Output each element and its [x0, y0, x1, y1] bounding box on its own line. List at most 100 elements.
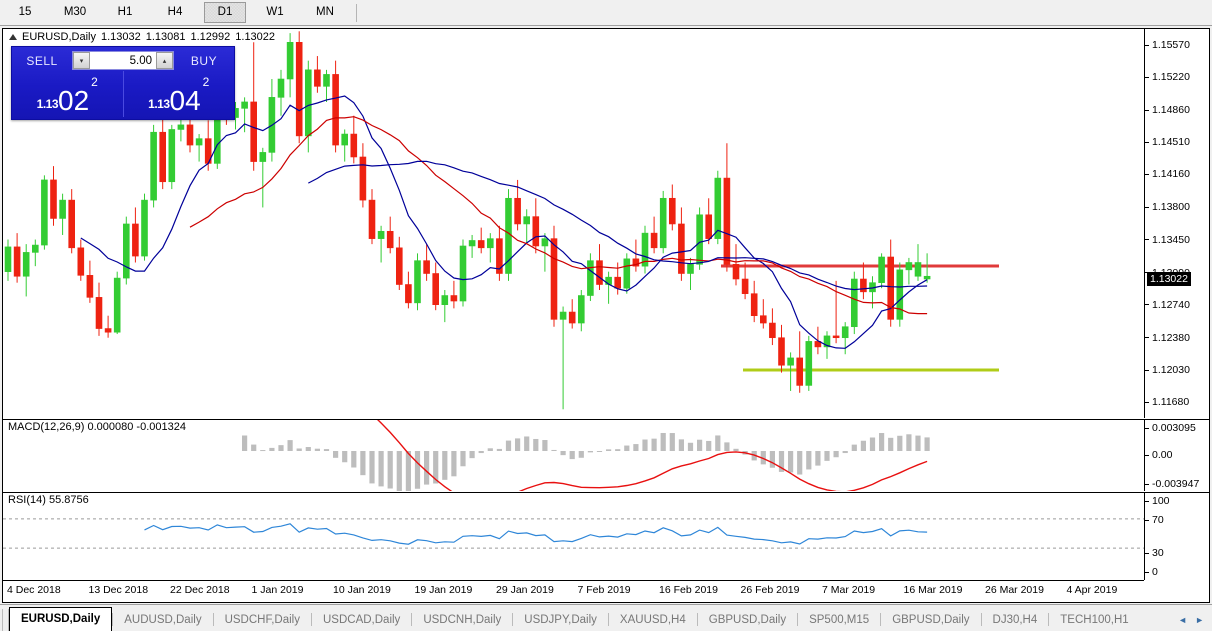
candle-body [323, 74, 330, 87]
timeframe-m30[interactable]: M30 [63, 6, 87, 18]
candle-body [732, 264, 740, 280]
chart-tab-xauusd-h4[interactable]: XAUUSD,H4 [619, 614, 686, 626]
candle-body [468, 240, 476, 247]
price-scale[interactable]: 1.15570 1.15220 1.14860 1.14510 1.14160 1.138… [1144, 29, 1210, 418]
macd-histogram-bar [487, 448, 493, 451]
date-axis: 4 Dec 2018 13 Dec 2018 22 Dec 2018 1 Jan 20… [3, 580, 1144, 602]
candle-body [22, 252, 30, 277]
candle-body [668, 197, 676, 225]
candle-body [923, 275, 931, 280]
date-tick: 29 Jan 2019 [496, 584, 554, 596]
chart-tabbar: EURUSD,Daily AUDUSD,Daily USDCHF,Daily USDC… [0, 604, 1212, 631]
volume-stepper[interactable]: ▾ 5.00 ▴ [72, 51, 174, 70]
candle-body [31, 244, 39, 253]
macd-histogram-bar [478, 451, 484, 454]
chart-tab-gbpusd-daily[interactable]: GBPUSD,Daily [892, 614, 970, 626]
macd-histogram-bar [414, 451, 421, 489]
macd-histogram-bar [851, 444, 857, 451]
price-tick: 1.13450 [1145, 234, 1190, 246]
macd-histogram-bar [697, 439, 703, 451]
timeframe-m15[interactable]: 15 [18, 6, 32, 18]
candle-body [887, 256, 895, 320]
date-tick: 7 Feb 2019 [577, 584, 631, 596]
candle-body [878, 256, 885, 283]
volume-decrease-icon[interactable]: ▾ [73, 52, 90, 69]
candle-body [678, 223, 685, 274]
candle-body [95, 297, 103, 329]
chart-tab-gbpusd-daily[interactable]: GBPUSD,Daily [708, 614, 787, 626]
macd-tick-zero: 0.00 [1145, 449, 1172, 461]
price-pane[interactable] [3, 29, 1144, 418]
macd-histogram-bar [360, 451, 366, 476]
tab-separator [112, 612, 114, 626]
buy-button-label[interactable]: BUY [190, 53, 218, 68]
tab-separator [512, 612, 514, 626]
candle-body [168, 129, 176, 183]
chart-tab-usdcnh-daily[interactable]: USDCNH,Daily [423, 614, 502, 626]
macd-histogram-bar [251, 444, 257, 451]
chart-tab-dj30-h4[interactable]: DJ30,H4 [992, 614, 1038, 626]
chart-tab-usdjpy-daily[interactable]: USDJPY,Daily [524, 614, 597, 626]
price-tick: 1.12380 [1145, 332, 1190, 344]
macd-pane[interactable]: MACD(12,26,9) 0.000080 -0.001324 [3, 419, 1144, 491]
candle-body [159, 131, 166, 183]
macd-histogram-bar [460, 451, 466, 467]
price-tick: 1.11680 [1145, 396, 1189, 408]
candle-body [132, 223, 139, 257]
buy-price-pipette: 2 [202, 75, 210, 89]
volume-value[interactable]: 5.00 [129, 54, 152, 67]
candle-body [778, 337, 785, 366]
macd-histogram-bar [560, 451, 566, 456]
candle-body [577, 295, 585, 324]
macd-histogram-bar [296, 448, 302, 451]
toolbar-separator [356, 3, 357, 22]
macd-histogram-bar [624, 445, 630, 451]
rsi-pane[interactable]: RSI(14) 55.8756 [3, 492, 1144, 580]
macd-histogram-bar [715, 435, 721, 451]
macd-histogram-bar [496, 448, 502, 451]
macd-scale: 0.003095 0.00 -0.003947 [1144, 419, 1210, 491]
chart-tab-tech100-h1[interactable]: TECH100,H1 [1060, 614, 1129, 626]
chart-high-value: 1.13081 [145, 30, 186, 43]
date-tick: 26 Feb 2019 [740, 584, 800, 596]
chart-tab-eurusd-daily[interactable]: EURUSD,Daily [9, 607, 113, 631]
volume-increase-icon[interactable]: ▴ [156, 52, 173, 69]
chart-window[interactable]: EURUSD,Daily 1.13032 1.13081 1.12992 1.1… [2, 28, 1210, 603]
candle-body [86, 275, 94, 298]
candle-body [587, 260, 594, 296]
price-tick: 1.14160 [1145, 168, 1190, 181]
chart-tab-usdchf-daily[interactable]: USDCHF,Daily [224, 614, 300, 626]
buy-price-button[interactable]: 1.13 04 2 [124, 71, 235, 117]
triangle-up-icon[interactable] [9, 33, 17, 40]
candle-body [769, 322, 776, 339]
trade-panel-quotes: 1.13 02 2 1.13 04 2 [12, 71, 234, 117]
timeframe-w1[interactable]: W1 [266, 6, 284, 18]
timeframe-d1[interactable]: D1 [204, 2, 246, 23]
candle-body [450, 295, 458, 302]
timeframe-mn[interactable]: MN [316, 6, 334, 18]
candle-body [4, 246, 12, 272]
date-tick: 4 Apr 2019 [1066, 584, 1118, 596]
chart-tab-usdcad-daily[interactable]: USDCAD,Daily [322, 614, 401, 626]
macd-histogram-bar [897, 435, 903, 451]
macd-histogram-bar [633, 444, 639, 451]
date-tick: 26 Mar 2019 [985, 584, 1044, 596]
scroll-left-icon[interactable]: ◄ [1178, 615, 1188, 625]
one-click-trading-panel[interactable]: SELL ▾ 5.00 ▴ BUY 1.13 02 2 1.13 04 2 [11, 46, 235, 120]
chart-tab-audusd-daily[interactable]: AUDUSD,Daily [124, 614, 202, 626]
date-tick: 16 Mar 2019 [903, 584, 963, 596]
candle-body [414, 260, 421, 304]
sell-button-label[interactable]: SELL [26, 53, 58, 68]
chart-tab-sp500-m15[interactable]: SP500,M15 [809, 614, 870, 626]
candle-body [195, 138, 203, 146]
scroll-right-icon[interactable]: ► [1195, 615, 1204, 625]
timeframe-h4[interactable]: H4 [167, 6, 183, 18]
candle-body [687, 264, 694, 274]
sell-price-button[interactable]: 1.13 02 2 [12, 71, 124, 117]
timeframe-h1[interactable]: H1 [117, 6, 133, 18]
candle-body [359, 156, 367, 201]
macd-histogram-bar [660, 432, 666, 451]
tabbar-grip[interactable] [2, 609, 9, 631]
candle-body [486, 238, 494, 249]
candle-body [77, 247, 85, 276]
